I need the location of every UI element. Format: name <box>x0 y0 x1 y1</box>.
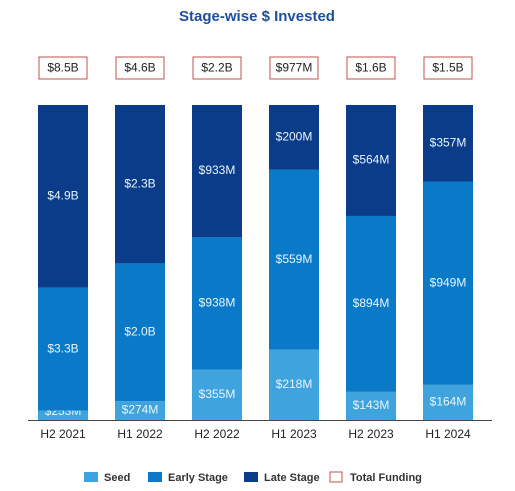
total-box <box>346 56 396 80</box>
total-label: $977M <box>276 61 313 75</box>
bar-segment <box>346 105 396 216</box>
bar-segment <box>38 410 88 420</box>
legend-label: Seed <box>104 472 130 484</box>
bar-segment <box>38 105 88 288</box>
bar-segment <box>346 215 396 392</box>
total-box <box>192 56 242 80</box>
total-label: $2.2B <box>201 61 232 75</box>
bar-segment <box>269 169 319 350</box>
bar-segment <box>423 181 473 385</box>
data-label: $949M <box>430 275 467 289</box>
data-label: $274M <box>122 403 159 417</box>
x-tick-label: H2 2023 <box>348 427 394 441</box>
x-tick-label: H1 2022 <box>117 427 163 441</box>
bar-segment <box>115 105 165 264</box>
data-label: $3.3B <box>47 341 78 355</box>
bar-segment <box>269 349 319 420</box>
data-label: $164M <box>430 395 467 409</box>
total-label: $1.5B <box>432 61 463 75</box>
total-box <box>269 56 319 80</box>
bar-segment <box>192 105 242 238</box>
legend-label: Early Stage <box>168 472 228 484</box>
x-tick-label: H1 2024 <box>425 427 471 441</box>
bar-segment <box>423 105 473 182</box>
total-label: $8.5B <box>47 61 78 75</box>
bar-segment <box>115 401 165 420</box>
data-label: $355M <box>199 387 236 401</box>
total-label: $4.6B <box>124 61 155 75</box>
data-label: $4.9B <box>47 188 78 202</box>
data-label: $2.0B <box>124 324 155 338</box>
bar-segment <box>269 105 319 170</box>
bar-segment <box>192 369 242 420</box>
x-tick-label: H1 2023 <box>271 427 317 441</box>
data-label: $200M <box>276 129 313 143</box>
x-tick-label: H2 2021 <box>40 427 86 441</box>
legend-swatch <box>84 472 98 482</box>
x-tick-label: H2 2022 <box>194 427 240 441</box>
legend-label: Late Stage <box>264 472 320 484</box>
total-label: $1.6B <box>355 61 386 75</box>
bar-segment <box>192 237 242 370</box>
legend-swatch <box>148 472 162 482</box>
data-label: $559M <box>276 252 313 266</box>
data-label: $933M <box>199 163 236 177</box>
chart-title: Stage-wise $ Invested <box>179 8 335 25</box>
data-label: $938M <box>199 296 236 310</box>
legend-swatch <box>329 471 343 483</box>
data-label: $894M <box>353 296 390 310</box>
bar-segment <box>346 391 396 420</box>
legend-label: Total Funding <box>350 472 422 484</box>
total-box <box>115 56 165 80</box>
total-box <box>423 56 473 80</box>
bar-segment <box>115 263 165 402</box>
data-label: $564M <box>353 153 390 167</box>
bar-segment <box>423 384 473 420</box>
legend-swatch <box>244 472 258 482</box>
data-label: $2.3B <box>124 176 155 190</box>
total-box <box>38 56 88 80</box>
data-label: $143M <box>353 398 390 412</box>
data-label: $357M <box>430 135 467 149</box>
bar-segment <box>38 287 88 411</box>
data-label: $218M <box>276 377 313 391</box>
